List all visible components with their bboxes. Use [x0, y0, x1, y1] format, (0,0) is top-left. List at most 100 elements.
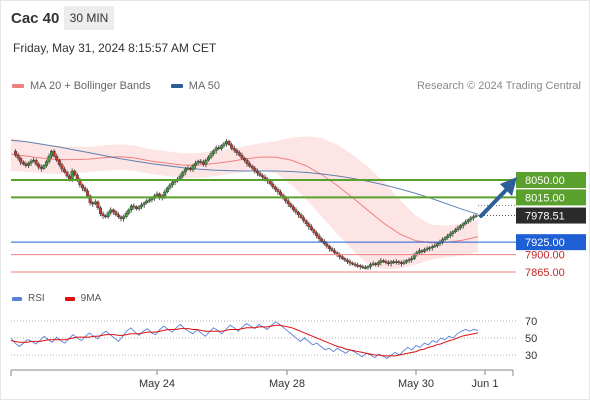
candle	[474, 214, 478, 219]
candle-body	[91, 202, 95, 205]
candle-body	[307, 223, 311, 227]
rsi-legend-label: RSI	[28, 293, 45, 304]
candle-body	[145, 200, 149, 204]
candle-body	[371, 263, 375, 265]
candle	[469, 215, 473, 223]
candle-body	[201, 161, 205, 165]
candle	[96, 200, 100, 210]
candle	[142, 201, 146, 208]
candle-body	[466, 219, 470, 222]
candle	[464, 219, 468, 226]
candle	[111, 208, 115, 215]
candle-body	[132, 205, 136, 208]
candle	[145, 198, 149, 205]
candle-body	[140, 204, 144, 208]
candle-body	[155, 193, 159, 197]
candle-body	[248, 163, 252, 167]
candle-body	[219, 145, 223, 149]
candle-body	[209, 153, 213, 158]
candle	[356, 262, 360, 269]
candle-body	[302, 217, 306, 221]
candle-body	[165, 187, 169, 193]
x-tick-label: May 28	[269, 378, 305, 390]
rsi-level-label: 70	[525, 316, 537, 328]
candle	[116, 212, 120, 219]
candle	[106, 210, 110, 219]
title-bar: Cac 40 30 MIN	[0, 0, 590, 36]
candle-body	[34, 159, 38, 165]
candle	[430, 244, 434, 251]
candle	[446, 233, 450, 240]
candle-body	[147, 199, 151, 202]
candle-body	[199, 160, 203, 163]
bollinger-band-fill	[11, 136, 478, 270]
candle-body	[253, 167, 257, 172]
candle-body	[453, 229, 457, 232]
candle	[42, 164, 46, 171]
candle-body	[37, 163, 41, 168]
candle-body	[62, 168, 66, 173]
rsi-level-label: 50	[525, 333, 537, 345]
candle	[73, 169, 77, 177]
candle-body	[68, 175, 72, 180]
candle-body	[186, 167, 190, 170]
candle	[14, 149, 18, 158]
candle-body	[80, 184, 84, 189]
candle-body	[137, 206, 141, 210]
candle-body	[232, 147, 236, 151]
candle	[199, 159, 203, 165]
candle	[60, 162, 64, 173]
timeframe-button[interactable]: 30 MIN	[64, 6, 114, 30]
candle	[407, 257, 411, 264]
candle-body	[258, 172, 262, 176]
resistance-label-box	[516, 172, 586, 188]
candle-body	[297, 212, 301, 216]
candle-body	[425, 248, 429, 251]
candle-body	[101, 213, 105, 217]
candle-body	[183, 168, 187, 173]
candle	[351, 261, 355, 266]
candle-body	[250, 165, 254, 169]
candle	[242, 156, 246, 163]
candle	[165, 186, 169, 194]
credit-text: Research © 2024 Trading Central	[416, 80, 581, 92]
pivot-label: 7925.00	[525, 237, 565, 249]
candle-body	[273, 186, 277, 190]
candle-body	[363, 267, 367, 269]
candle-body	[204, 159, 208, 165]
candle	[122, 214, 126, 222]
candle-body	[271, 183, 275, 188]
candle-body	[402, 261, 406, 264]
candle-body	[255, 170, 259, 174]
candle	[245, 158, 249, 167]
candle-body	[83, 187, 87, 192]
candle-body	[93, 201, 97, 205]
candle-body	[191, 165, 195, 170]
candle-body	[330, 248, 334, 251]
candle-body	[19, 157, 23, 163]
rsi-swatch	[12, 296, 22, 301]
candle	[65, 170, 69, 179]
candle-body	[356, 264, 360, 267]
candle-body	[21, 161, 25, 165]
candle	[19, 156, 23, 166]
candle-body	[134, 206, 138, 210]
candle	[206, 155, 210, 162]
candle-body	[309, 226, 313, 230]
candle	[101, 211, 105, 219]
candle-body	[446, 235, 450, 238]
candle-body	[394, 261, 398, 263]
forecast-arrow-shaft	[479, 185, 511, 218]
candle-body	[289, 203, 293, 208]
candle	[358, 264, 362, 270]
candle	[232, 145, 236, 153]
candle-body	[104, 215, 108, 218]
candle-body	[379, 260, 383, 263]
ma50-legend-label: MA 50	[188, 80, 220, 92]
candle	[461, 221, 465, 229]
candle-body	[60, 164, 64, 170]
candle-body	[428, 247, 432, 250]
current-price-label: 7978.51	[525, 211, 565, 223]
candle-body	[188, 167, 192, 170]
